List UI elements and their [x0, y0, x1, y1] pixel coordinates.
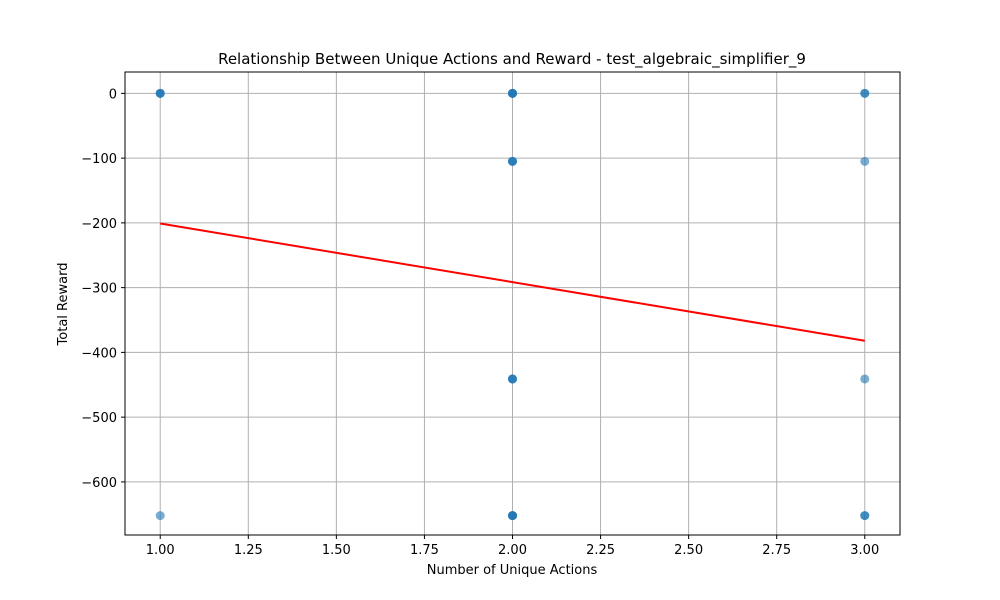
- scatter-point: [860, 374, 870, 384]
- x-tick-label: 1.25: [234, 543, 263, 558]
- trendline-group: [160, 222, 865, 342]
- scatter-point: [508, 156, 517, 166]
- scatter-point: [860, 511, 870, 521]
- x-axis-label: Number of Unique Actions: [427, 563, 598, 578]
- y-axis-ticks: 0 −100 −200 −300 −400 −500 −600: [81, 87, 125, 491]
- y-tick-label: −500: [81, 411, 117, 426]
- x-axis-ticks: 1.00 1.25 1.50 1.75 2.00 2.25 2.50 2.75 3.00: [146, 535, 879, 558]
- chart-title: Relationship Between Unique Actions and …: [218, 50, 806, 69]
- x-tick-label: 3.00: [850, 543, 879, 558]
- y-axis-label: Total Reward: [56, 263, 71, 347]
- y-tick-label: 0: [109, 87, 117, 102]
- y-tick-label: −300: [81, 282, 117, 297]
- x-tick-label: 2.25: [586, 543, 615, 558]
- y-tick-label: −200: [81, 217, 117, 232]
- x-tick-label: 2.00: [498, 543, 527, 558]
- scatter-point: [155, 511, 165, 521]
- trendline: [160, 222, 865, 342]
- x-tick-label: 1.00: [146, 543, 175, 558]
- scatter-point: [860, 156, 870, 166]
- x-tick-label: 2.50: [674, 543, 703, 558]
- x-tick-label: 1.50: [322, 543, 351, 558]
- y-tick-label: −400: [81, 346, 117, 361]
- scatter-point: [508, 88, 517, 98]
- scatter-point: [155, 88, 165, 98]
- x-tick-label: 1.75: [410, 543, 439, 558]
- grid: [125, 72, 900, 535]
- scatter-point: [508, 374, 517, 384]
- scatter-point: [860, 88, 870, 98]
- y-tick-label: −600: [81, 476, 117, 491]
- scatter-point: [508, 511, 517, 521]
- scatter-points: [155, 88, 870, 521]
- y-tick-label: −100: [81, 152, 117, 167]
- x-tick-label: 2.75: [762, 543, 791, 558]
